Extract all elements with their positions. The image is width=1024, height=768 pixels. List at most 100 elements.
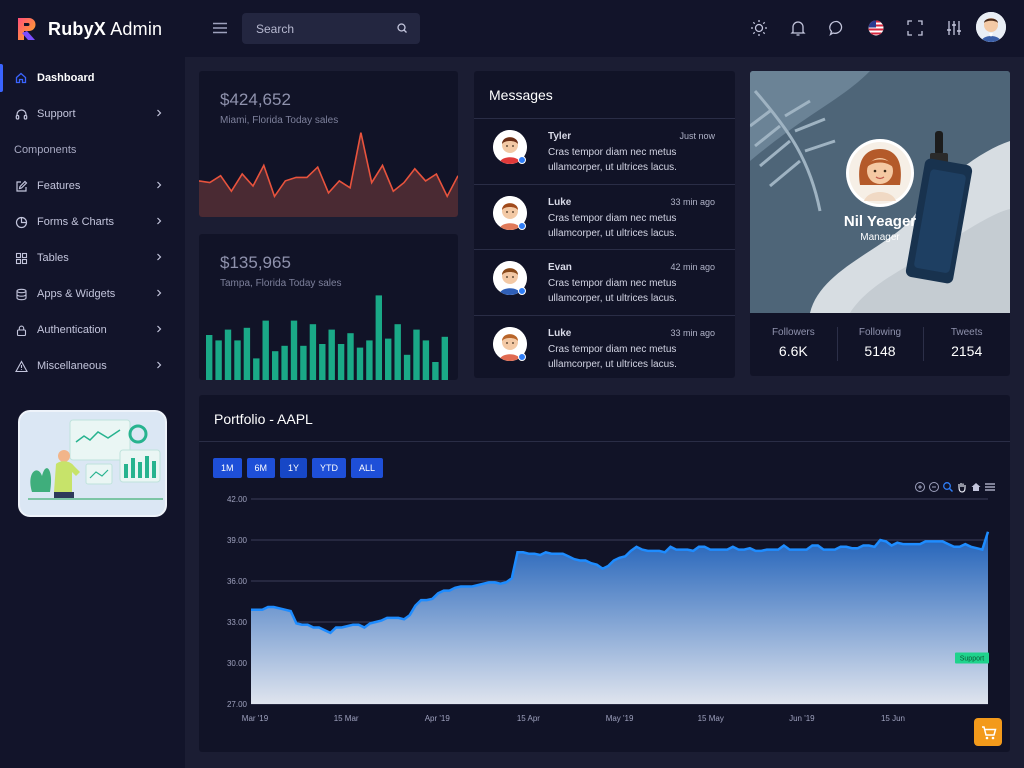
sales-bar — [281, 345, 288, 380]
stat-value: 2154 — [951, 343, 983, 359]
sales-bar — [234, 340, 241, 380]
stat-label: Following — [858, 327, 902, 338]
sidebar-nav: Dashboard Support Components Features Fo… — [0, 60, 185, 384]
dashboard-illustration-icon — [28, 419, 163, 500]
floating-cart-button[interactable] — [974, 718, 1002, 746]
sidebar-item-miscellaneous[interactable]: Miscellaneous — [0, 348, 185, 384]
chat-icon[interactable] — [828, 19, 846, 37]
sales-bar — [347, 333, 354, 380]
message-item[interactable]: Luke 33 min ago Cras tempor diam nec metus… — [474, 183, 735, 250]
sales-bar — [385, 338, 392, 380]
sidebar-item-apps-widgets[interactable]: Apps & Widgets — [0, 276, 185, 312]
sales-bar — [319, 344, 326, 380]
online-status-dot — [518, 287, 526, 295]
promo-illustration[interactable] — [18, 410, 167, 517]
sales-bar — [356, 347, 364, 380]
sidebar-item-label: Authentication — [37, 324, 107, 336]
messages-card: Messages Tyler Just now Cras tempor diam n… — [474, 71, 735, 378]
stat-tweets: Tweets 2154 — [923, 313, 1010, 376]
message-time: 33 min ago — [670, 327, 715, 338]
search-box — [242, 13, 420, 44]
sales-bar — [328, 329, 335, 380]
message-avatar — [493, 195, 527, 230]
sales-bar — [215, 340, 222, 380]
us-flag-icon[interactable] — [867, 19, 885, 37]
message-sender: Evan — [548, 262, 572, 273]
stat-label: Tweets — [950, 327, 983, 338]
sidebar-item-label: Apps & Widgets — [37, 288, 116, 300]
message-avatar — [493, 326, 527, 361]
stat-label: Followers — [771, 327, 815, 338]
search-input[interactable] — [242, 13, 420, 44]
message-avatar — [493, 130, 527, 164]
sidebar-item-dashboard[interactable]: Dashboard — [0, 60, 185, 96]
y-tick-label: 42.00 — [227, 495, 248, 504]
user-avatar-icon — [976, 12, 1006, 42]
pan-hand-icon[interactable] — [956, 481, 968, 493]
lock-icon — [14, 323, 28, 337]
cart-icon — [982, 726, 997, 740]
sales-bar — [422, 340, 430, 380]
online-status-dot — [518, 352, 526, 361]
x-tick-label: 15 Apr — [517, 714, 540, 723]
x-tick-label: Jun '19 — [789, 714, 815, 723]
range-ytd-button[interactable]: YTD — [312, 458, 347, 478]
sales-card-miami: $424,652 Miami, Florida Today sales — [199, 71, 458, 217]
sliders-icon[interactable] — [945, 19, 963, 37]
chevron-right-icon — [157, 325, 162, 333]
fullscreen-icon[interactable] — [906, 19, 924, 37]
home-icon[interactable] — [970, 481, 982, 493]
x-tick-label: 15 May — [698, 714, 724, 723]
message-item[interactable]: Tyler Just now Cras tempor diam nec metus … — [474, 118, 735, 184]
menu-icon[interactable] — [212, 20, 228, 36]
sales-bar — [394, 324, 401, 380]
range-1y-button[interactable]: 1Y — [280, 458, 308, 478]
sales-bar — [272, 351, 279, 380]
online-status-dot — [518, 221, 526, 230]
zoom-out-icon[interactable] — [928, 481, 940, 493]
warning-icon — [14, 359, 28, 373]
y-tick-label: 33.00 — [227, 618, 248, 627]
sales-bar — [403, 354, 411, 380]
profile-stats: Followers 6.6K Following 5148 Tweets 215… — [750, 313, 1010, 376]
avatar[interactable] — [976, 12, 1006, 42]
profile-name: Nil Yeager — [843, 213, 917, 230]
sidebar-item-authentication[interactable]: Authentication — [0, 312, 185, 348]
sales-value: $424,652 — [220, 90, 291, 109]
profile-role: Manager — [860, 232, 900, 243]
sidebar-item-features[interactable]: Features — [0, 168, 185, 204]
range-1m-button[interactable]: 1M — [213, 458, 242, 478]
sales-bar — [262, 320, 269, 380]
magnifier-icon[interactable] — [942, 481, 954, 493]
bell-icon[interactable] — [789, 19, 807, 37]
zoom-in-icon[interactable] — [914, 481, 926, 493]
sales-bar — [206, 335, 213, 380]
profile-cover: Nil Yeager Manager — [750, 71, 1010, 313]
y-tick-label: 36.00 — [227, 577, 248, 586]
message-item[interactable]: Evan 42 min ago Cras tempor diam nec metus… — [474, 249, 735, 315]
sidebar-item-support[interactable]: Support — [0, 96, 185, 132]
range-all-button[interactable]: ALL — [351, 458, 384, 478]
sparkline-line — [199, 132, 458, 199]
online-status-dot — [518, 156, 526, 164]
database-icon — [14, 287, 28, 301]
message-time: 42 min ago — [670, 262, 715, 272]
sales-subtitle: Tampa, Florida Today sales — [220, 278, 342, 289]
y-tick-label: 27.00 — [227, 700, 248, 709]
range-6m-button[interactable]: 6M — [246, 458, 276, 478]
message-item[interactable]: Luke 33 min ago Cras tempor diam nec metus… — [474, 314, 735, 379]
sun-icon[interactable] — [750, 19, 768, 37]
sales-value: $135,965 — [220, 253, 291, 272]
sidebar-item-forms-charts[interactable]: Forms & Charts — [0, 204, 185, 240]
search-icon[interactable] — [396, 22, 408, 34]
menu-icon[interactable] — [984, 481, 996, 493]
message-time: 33 min ago — [670, 196, 715, 207]
edit-icon — [14, 179, 28, 193]
sidebar-item-tables[interactable]: Tables — [0, 240, 185, 276]
sales-sparkline-area — [199, 132, 458, 217]
portfolio-card: Portfolio - AAPL 1M 6M 1Y YTD ALL 42.00 3… — [199, 395, 1010, 752]
stat-following: Following 5148 — [836, 313, 924, 376]
range-selector: 1M 6M 1Y YTD ALL — [213, 458, 388, 478]
brand[interactable]: RubyX Admin — [16, 14, 162, 44]
sales-bar — [366, 340, 373, 380]
